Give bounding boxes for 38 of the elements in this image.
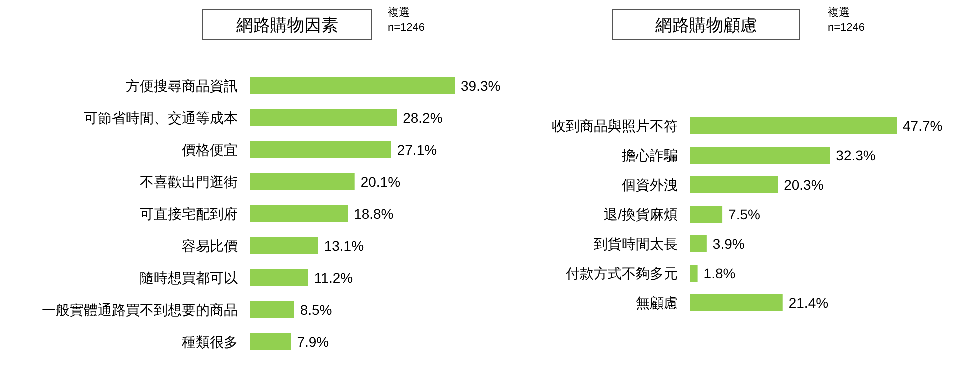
- value-label: 20.1%: [360, 174, 401, 190]
- category: 方便搜尋商品資訊: [126, 78, 238, 94]
- annotation: 複選: [388, 7, 410, 19]
- value-label: 7.5%: [728, 206, 760, 222]
- value-label: 11.2%: [314, 270, 354, 286]
- category: 不喜歡出門逛街: [140, 174, 238, 190]
- value-label: 7.9%: [297, 334, 330, 350]
- value-label: 8.5%: [300, 302, 332, 318]
- category: 付款方式不夠多元: [566, 266, 678, 282]
- category: 容易比價: [182, 238, 238, 254]
- annotation: n=1246: [388, 22, 426, 34]
- value-label: 32.3%: [836, 148, 876, 164]
- category: 種類很多: [182, 334, 238, 350]
- title: 網路購物顧慮: [656, 16, 758, 35]
- category: 可直接宅配到府: [140, 206, 238, 222]
- annotation: n=1246: [828, 22, 866, 34]
- annotation: 複選: [828, 7, 850, 19]
- category: 收到商品與照片不符: [552, 118, 678, 134]
- category: 退/換貨麻煩: [604, 206, 678, 222]
- category: 擔心詐騙: [622, 148, 678, 164]
- category: 無顧慮: [636, 295, 678, 311]
- value-label: 28.2%: [403, 110, 443, 126]
- value-label: 27.1%: [397, 142, 438, 158]
- value-label: 3.9%: [712, 236, 745, 252]
- value-label: 13.1%: [324, 238, 364, 254]
- title: 網路購物因素: [236, 16, 338, 35]
- category: 價格便宜: [182, 142, 238, 158]
- category: 個資外洩: [622, 177, 678, 193]
- category: 隨時想買都可以: [140, 270, 238, 286]
- category: 一般實體通路買不到想要的商品: [42, 302, 238, 318]
- value-label: 20.3%: [784, 177, 824, 193]
- category: 到貨時間太長: [594, 236, 678, 252]
- category: 可節省時間、交通等成本: [84, 110, 238, 126]
- value-label: 21.4%: [788, 295, 829, 311]
- value-label: 1.8%: [704, 266, 736, 282]
- value-label: 47.7%: [903, 118, 943, 134]
- value-label: 18.8%: [354, 206, 394, 222]
- value-label: 39.3%: [461, 78, 501, 94]
